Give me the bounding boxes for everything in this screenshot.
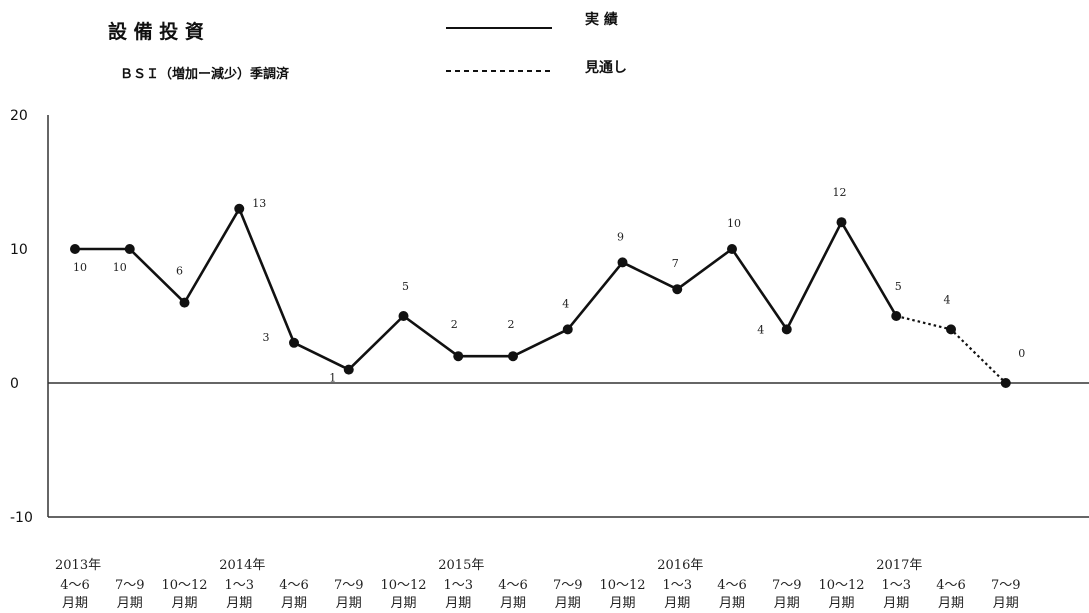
data-point	[617, 257, 628, 268]
x-tick-label: 1〜3	[662, 578, 692, 593]
data-point	[453, 351, 464, 362]
x-tick-label: 7〜9	[553, 578, 583, 593]
x-tick-suffix: 月期	[774, 596, 800, 611]
x-tick-label: 10〜12	[161, 578, 207, 593]
data-points	[70, 203, 1011, 388]
data-labels: 10 10 6 13 3 1 5 2 2 4 9 7 10 4 12 5 4 0	[73, 186, 1025, 384]
x-tick-suffix: 月期	[719, 596, 745, 611]
x-tick-labels: 4〜6 月期 7〜9 月期 10〜12 月期 1〜3 月期 4〜6 月期 7〜9 月期 10〜12 月期 1…	[55, 558, 1021, 611]
x-tick-label: 1〜3	[881, 578, 911, 593]
data-label: 9	[617, 230, 624, 243]
data-label: 2	[451, 318, 458, 331]
data-label: 12	[833, 186, 847, 199]
data-label: 4	[562, 297, 569, 310]
legend-forecast-label: 見通し	[584, 60, 627, 76]
data-point	[946, 324, 956, 335]
x-tick-suffix: 月期	[62, 596, 88, 611]
data-label: 10	[113, 261, 127, 274]
series-lines	[75, 207, 1007, 384]
data-label: 5	[402, 280, 409, 293]
x-tick-label: 4〜6	[936, 578, 966, 593]
data-label: 13	[252, 197, 266, 210]
actual-series-line	[75, 207, 898, 371]
x-tick-label: 10〜12	[599, 578, 645, 593]
data-label: 1	[329, 372, 336, 385]
x-tick-suffix: 月期	[171, 596, 197, 611]
x-tick-label: 1〜3	[443, 578, 473, 593]
y-tick-label: 10	[10, 242, 28, 258]
data-point	[836, 217, 847, 228]
y-tick-label: 0	[10, 376, 19, 392]
x-tick-label: 10〜12	[818, 578, 864, 593]
x-tick-label: 4〜6	[60, 578, 90, 593]
x-tick-label: 7〜9	[115, 578, 145, 593]
data-point	[891, 311, 902, 321]
data-point	[508, 351, 518, 362]
data-point	[562, 324, 573, 335]
x-tick-suffix: 月期	[445, 596, 471, 611]
x-year-label: 2016年	[657, 558, 703, 573]
x-tick-label: 10〜12	[380, 578, 426, 593]
x-tick-suffix: 月期	[555, 596, 581, 611]
y-tick-label: 20	[10, 108, 28, 124]
legend-title: 設 備 投 資	[108, 20, 204, 43]
x-tick-label: 4〜6	[498, 578, 528, 593]
x-tick-suffix: 月期	[281, 596, 307, 611]
x-tick-suffix: 月期	[664, 596, 690, 611]
x-year-label: 2014年	[219, 558, 265, 573]
data-label: 10	[727, 217, 741, 230]
x-tick-label: 4〜6	[279, 578, 309, 593]
data-point	[70, 244, 80, 254]
data-label: 2	[508, 318, 515, 331]
x-tick-suffix: 月期	[609, 596, 635, 611]
data-point	[289, 337, 299, 348]
y-tick-labels: 20 10 0 -10	[10, 108, 33, 526]
x-tick-label: 4〜6	[717, 578, 747, 593]
x-year-label: 2015年	[438, 558, 484, 573]
x-tick-suffix: 月期	[883, 596, 909, 611]
data-label: 3	[263, 331, 270, 344]
data-label: 4	[757, 323, 764, 336]
data-point	[124, 244, 135, 254]
data-label: 10	[73, 261, 87, 274]
data-label: 5	[895, 280, 902, 293]
data-point	[727, 244, 737, 254]
x-tick-suffix: 月期	[938, 596, 964, 611]
x-tick-suffix: 月期	[336, 596, 362, 611]
data-point	[343, 364, 354, 375]
x-tick-label: 1〜3	[224, 578, 254, 593]
data-label: 4	[944, 293, 951, 306]
data-point	[781, 324, 792, 335]
x-tick-suffix: 月期	[500, 596, 526, 611]
legend-subtitle: ＢＳＩ（増加ー減少）季調済	[120, 66, 290, 82]
y-tick-label: -10	[10, 510, 33, 526]
data-point	[672, 284, 683, 295]
axes	[47, 115, 1089, 518]
x-tick-label: 7〜9	[991, 578, 1021, 593]
x-tick-suffix: 月期	[993, 596, 1019, 611]
x-year-label: 2017年	[876, 558, 922, 573]
legend-actual-label: 実 績	[585, 11, 618, 28]
data-point	[1000, 378, 1011, 388]
data-point	[234, 203, 245, 214]
x-tick-suffix: 月期	[390, 596, 416, 611]
data-point	[398, 311, 409, 321]
x-tick-suffix: 月期	[226, 596, 252, 611]
x-tick-suffix: 月期	[117, 596, 143, 611]
x-tick-label: 7〜9	[334, 578, 364, 593]
legend: 設 備 投 資 ＢＳＩ（増加ー減少）季調済 実 績 見通し	[108, 11, 627, 82]
data-point	[179, 297, 190, 308]
x-tick-suffix: 月期	[828, 596, 854, 611]
x-tick-label: 7〜9	[772, 578, 802, 593]
data-label: 6	[176, 265, 183, 278]
data-label: 0	[1018, 347, 1025, 360]
data-label: 7	[672, 257, 679, 270]
x-year-label: 2013年	[55, 558, 101, 573]
